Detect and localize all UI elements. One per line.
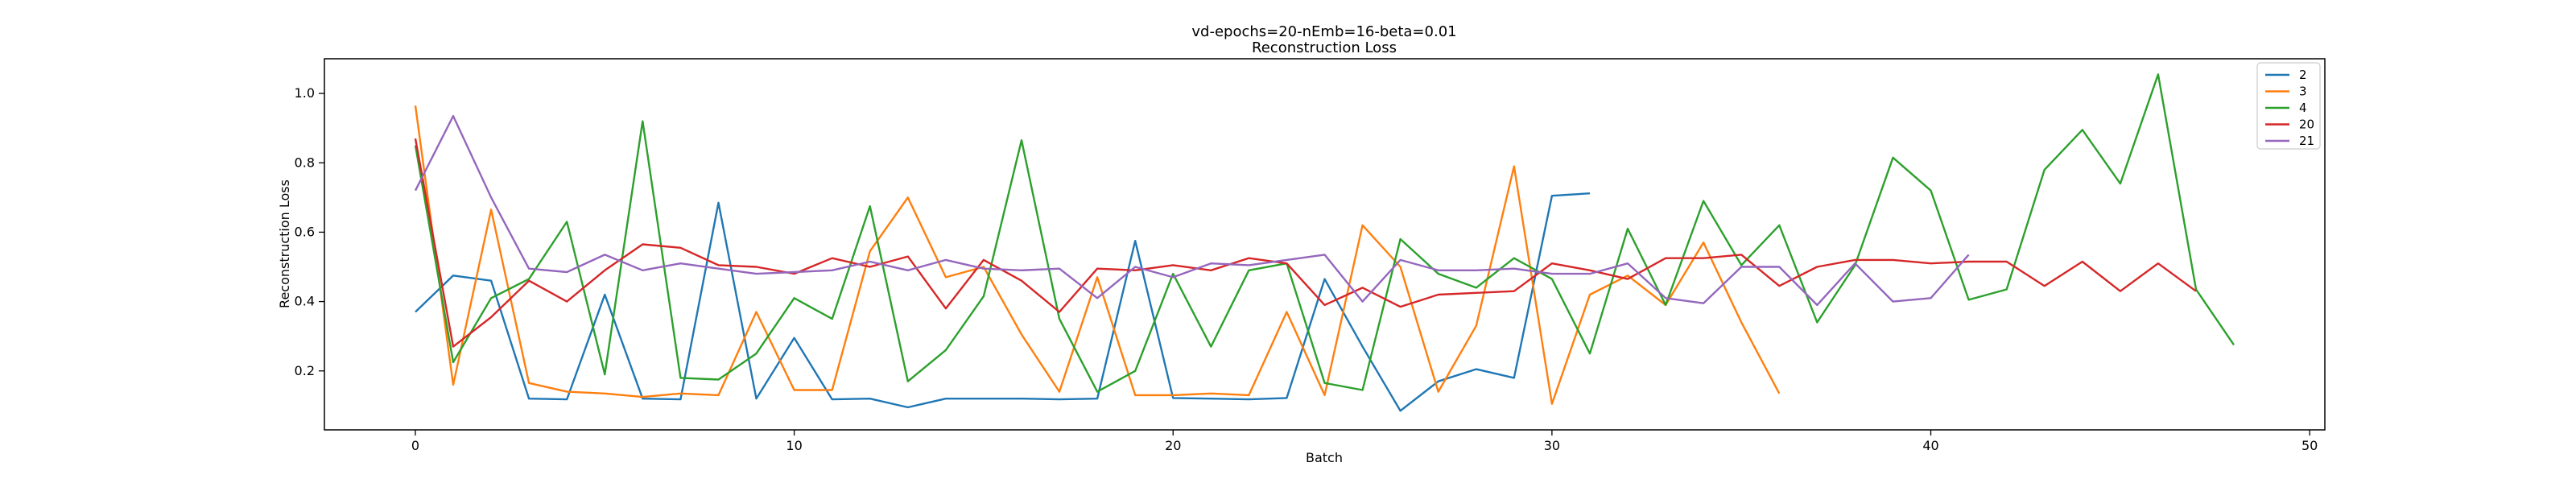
x-axis-label: Batch <box>1306 450 1343 465</box>
legend-label-20: 20 <box>2299 118 2314 132</box>
y-tick-label: 0.6 <box>295 224 315 239</box>
x-tick-label: 0 <box>411 438 419 453</box>
plot-series-group <box>414 73 2235 412</box>
series-line-4 <box>414 73 2235 393</box>
y-tick-label: 0.8 <box>295 155 315 170</box>
series-line-3 <box>414 105 1781 405</box>
y-axis-ticks: 0.2 0.4 0.6 0.8 1.0 <box>295 85 324 378</box>
y-tick-label: 1.0 <box>295 85 315 101</box>
x-tick-label: 20 <box>1165 438 1181 453</box>
y-axis-label: Reconstruction Loss <box>277 180 292 308</box>
y-tick-label: 0.2 <box>295 363 315 378</box>
x-tick-label: 30 <box>1544 438 1560 453</box>
legend-label-21: 21 <box>2299 134 2314 148</box>
chart-title: vd-epochs=20-nEmb=16-beta=0.01 <box>1191 23 1456 40</box>
legend-label-4: 4 <box>2299 101 2307 115</box>
x-axis-ticks: 0 10 20 30 40 50 <box>411 430 2318 453</box>
x-tick-label: 50 <box>2301 438 2318 453</box>
legend: 2 3 4 20 21 <box>2256 62 2321 150</box>
series-line-2 <box>415 192 1591 412</box>
x-tick-label: 40 <box>1922 438 1938 453</box>
x-tick-label: 10 <box>786 438 802 453</box>
series-line-21 <box>414 114 1970 307</box>
series-line-20 <box>414 138 2197 348</box>
legend-box <box>2256 62 2321 150</box>
plot-frame <box>324 58 2326 431</box>
legend-label-3: 3 <box>2299 85 2307 99</box>
y-tick-label: 0.4 <box>295 294 315 309</box>
legend-label-2: 2 <box>2299 68 2307 82</box>
chart-subtitle: Reconstruction Loss <box>1252 39 1397 56</box>
